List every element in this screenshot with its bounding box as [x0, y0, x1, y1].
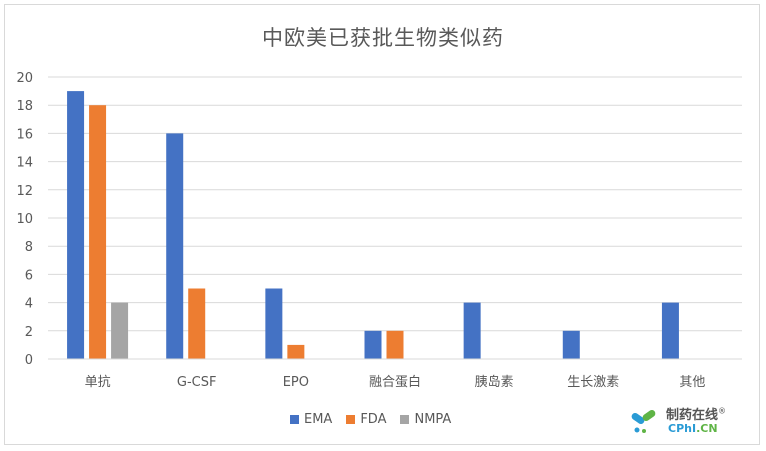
legend-item-nmpa: NMPA	[400, 412, 451, 427]
bar-fda-0	[89, 105, 107, 359]
bar-fda-3	[386, 330, 404, 359]
y-tick-label: 2	[25, 325, 33, 340]
y-tick-label: 0	[25, 353, 33, 368]
legend-swatch-ema	[290, 415, 299, 424]
x-category-label: 单抗	[85, 375, 111, 390]
y-tick-label: 18	[16, 99, 33, 114]
legend-item-fda: FDA	[346, 412, 386, 427]
legend-swatch-nmpa	[400, 415, 410, 424]
legend-item-ema: EMA	[290, 412, 332, 427]
bar-ema-0	[67, 91, 85, 359]
y-tick-label: 20	[16, 71, 33, 86]
registered-mark: ®	[718, 406, 727, 416]
legend-label-fda: FDA	[360, 412, 387, 427]
x-category-label: EPO	[283, 375, 309, 390]
bar-ema-5	[562, 330, 580, 359]
bar-fda-2	[287, 344, 305, 359]
legend-label-nmpa: NMPA	[414, 412, 452, 427]
gridlines	[48, 76, 742, 332]
cphi-watermark-logo: 制药在线® CPhI.CN	[628, 404, 748, 440]
y-tick-label: 12	[16, 184, 33, 199]
legend-label-ema: EMA	[304, 412, 333, 427]
legend-swatch-fda	[346, 415, 356, 424]
logo-en-suffix: .CN	[696, 422, 718, 435]
capsule-icon	[631, 409, 656, 433]
x-category-label: 胰岛素	[475, 374, 514, 390]
y-tick-label: 4	[25, 297, 33, 312]
legend: EMA FDA NMPA	[290, 412, 451, 427]
logo-cn-label: 制药在线	[666, 408, 719, 423]
logo-chinese-text: 制药在线®	[666, 404, 726, 423]
bar-ema-1	[166, 133, 184, 359]
y-tick-label: 6	[25, 268, 33, 283]
y-tick-label: 8	[25, 240, 33, 255]
bar-ema-6	[661, 302, 679, 359]
x-category-label: 其他	[679, 375, 705, 390]
bars	[67, 91, 679, 359]
bar-ema-3	[364, 330, 382, 359]
y-axis-ticks: 0 2 4 6 8 10 12 14 16 18 20	[16, 71, 33, 368]
bar-ema-2	[265, 288, 283, 359]
x-category-label: 生长激素	[567, 375, 619, 390]
x-category-label: G-CSF	[177, 375, 217, 390]
y-tick-label: 16	[16, 127, 33, 142]
y-tick-label: 10	[16, 212, 33, 227]
logo-english-text: CPhI.CN	[668, 422, 718, 435]
y-tick-label: 14	[16, 156, 33, 171]
logo-en-main: CPhI	[668, 422, 697, 435]
bar-ema-4	[463, 302, 481, 359]
chart-title: 中欧美已获批生物类似药	[262, 26, 504, 50]
x-category-label: 融合蛋白	[369, 374, 421, 390]
x-axis-labels: 单抗 G-CSF EPO 融合蛋白 胰岛素 生长激素 其他	[85, 374, 706, 390]
bar-fda-1	[188, 288, 206, 359]
bar-nmpa-0	[111, 302, 129, 359]
